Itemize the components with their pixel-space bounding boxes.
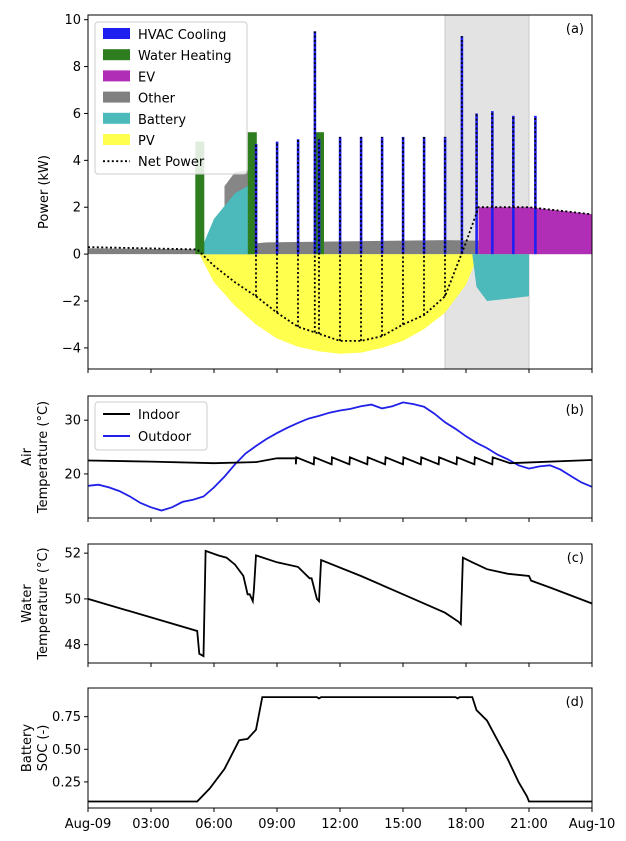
legend-swatch-0 (103, 28, 130, 39)
hvac-spike-7 (380, 136, 384, 255)
y-tick-label-a-1: −2 (62, 295, 81, 310)
y-tick-label-b-1: 30 (64, 414, 81, 429)
hvac-spike-13 (491, 111, 494, 255)
y-tick-label-c-0: 48 (64, 638, 81, 653)
y-tick-label-b-0: 20 (64, 467, 81, 482)
legend-label-0: HVAC Cooling (138, 28, 226, 43)
panel-label-b: (b) (566, 403, 584, 418)
y-tick-label-a-0: −4 (62, 341, 81, 356)
hvac-spike-2 (296, 139, 300, 255)
axes-frame-c (87, 543, 593, 664)
legend-a: HVAC Cooling Water Heating EV Other Battery P… (94, 21, 248, 175)
legend-label-3: Other (138, 92, 176, 107)
y-tick-label-c-2: 52 (64, 547, 81, 562)
legend-box-a (94, 21, 248, 175)
y-tick-label-a-5: 6 (73, 107, 81, 122)
battery-charge-area-top (199, 183, 252, 255)
y-tick-label-d-2: 0.75 (52, 710, 81, 725)
legend-swatch-5 (103, 134, 130, 145)
legend-b: Indoor Outdoor (94, 401, 208, 451)
legend-swatch-2 (103, 70, 130, 82)
x-tick-label-2: 06:00 (195, 817, 232, 832)
hvac-spike-12 (475, 113, 478, 255)
y-tick-label-d-0: 0.25 (52, 775, 81, 790)
y-axis-label-c-1: Temperature (°C) (36, 547, 51, 660)
x-tick-label-0: Aug-09 (65, 817, 112, 832)
y-tick-label-a-6: 8 (73, 60, 81, 75)
hvac-spike-11 (460, 36, 464, 255)
y-axis-label-b-1: Temperature (°C) (36, 401, 51, 514)
y-axis-label-d-0: Battery (20, 724, 35, 772)
legend-swatch-3 (103, 91, 130, 103)
y-tick-label-d-1: 0.50 (52, 743, 81, 758)
y-tick-label-a-4: 4 (73, 154, 81, 169)
legend-label-6: Net Power (138, 155, 205, 170)
legend-label-b-1: Outdoor (138, 430, 192, 445)
legend-swatch-1 (103, 49, 130, 61)
net-power-line (88, 206, 592, 342)
plot-area-a (88, 15, 592, 369)
battery-discharge-area (472, 254, 529, 301)
plot-area-b (88, 401, 592, 512)
shaded-span (444, 15, 530, 369)
y-tick-label-a-2: 0 (73, 248, 81, 263)
y-axis-label-a-0: Power (kW) (37, 155, 52, 229)
x-tick-label-6: 18:00 (447, 817, 484, 832)
axes-frame-d (87, 687, 593, 809)
water-temp-line (87, 549, 593, 658)
legend-label-4: Battery (138, 113, 186, 128)
legend-label-2: EV (138, 70, 155, 85)
battery-soc-line (88, 696, 592, 803)
pv-area (199, 254, 479, 354)
y-axis-label-d-1: SOC (-) (36, 725, 51, 772)
legend-label-1: Water Heating (138, 49, 232, 64)
y-axis-label-b-0: Air (20, 447, 35, 466)
y-tick-label-a-3: 2 (73, 201, 81, 216)
x-tick-label-4: 12:00 (321, 817, 358, 832)
y-axis-label-c-0: Water (20, 584, 35, 623)
hvac-spike-10 (443, 136, 447, 255)
x-tick-label-5: 15:00 (384, 817, 421, 832)
water-heating-spike-0 (195, 141, 205, 255)
y-tick-label-a-7: 10 (64, 13, 81, 28)
panel-label-d: (d) (566, 695, 584, 710)
legend-label-5: PV (138, 134, 155, 149)
indoor-temp-line (88, 455, 592, 466)
y-tick-label-c-1: 50 (64, 592, 81, 607)
outdoor-temp-line (88, 401, 592, 512)
x-tick-label-1: 03:00 (132, 817, 169, 832)
panel-label-a: (a) (566, 22, 584, 37)
legend-label-b-0: Indoor (138, 408, 180, 423)
legend-swatch-4 (103, 112, 130, 124)
x-tick-label-8: Aug-10 (569, 817, 616, 832)
water-heating-spike-1 (247, 132, 257, 255)
panel-label-c: (c) (567, 551, 584, 566)
x-tick-label-3: 09:00 (258, 817, 295, 832)
x-tick-label-7: 21:00 (510, 817, 547, 832)
